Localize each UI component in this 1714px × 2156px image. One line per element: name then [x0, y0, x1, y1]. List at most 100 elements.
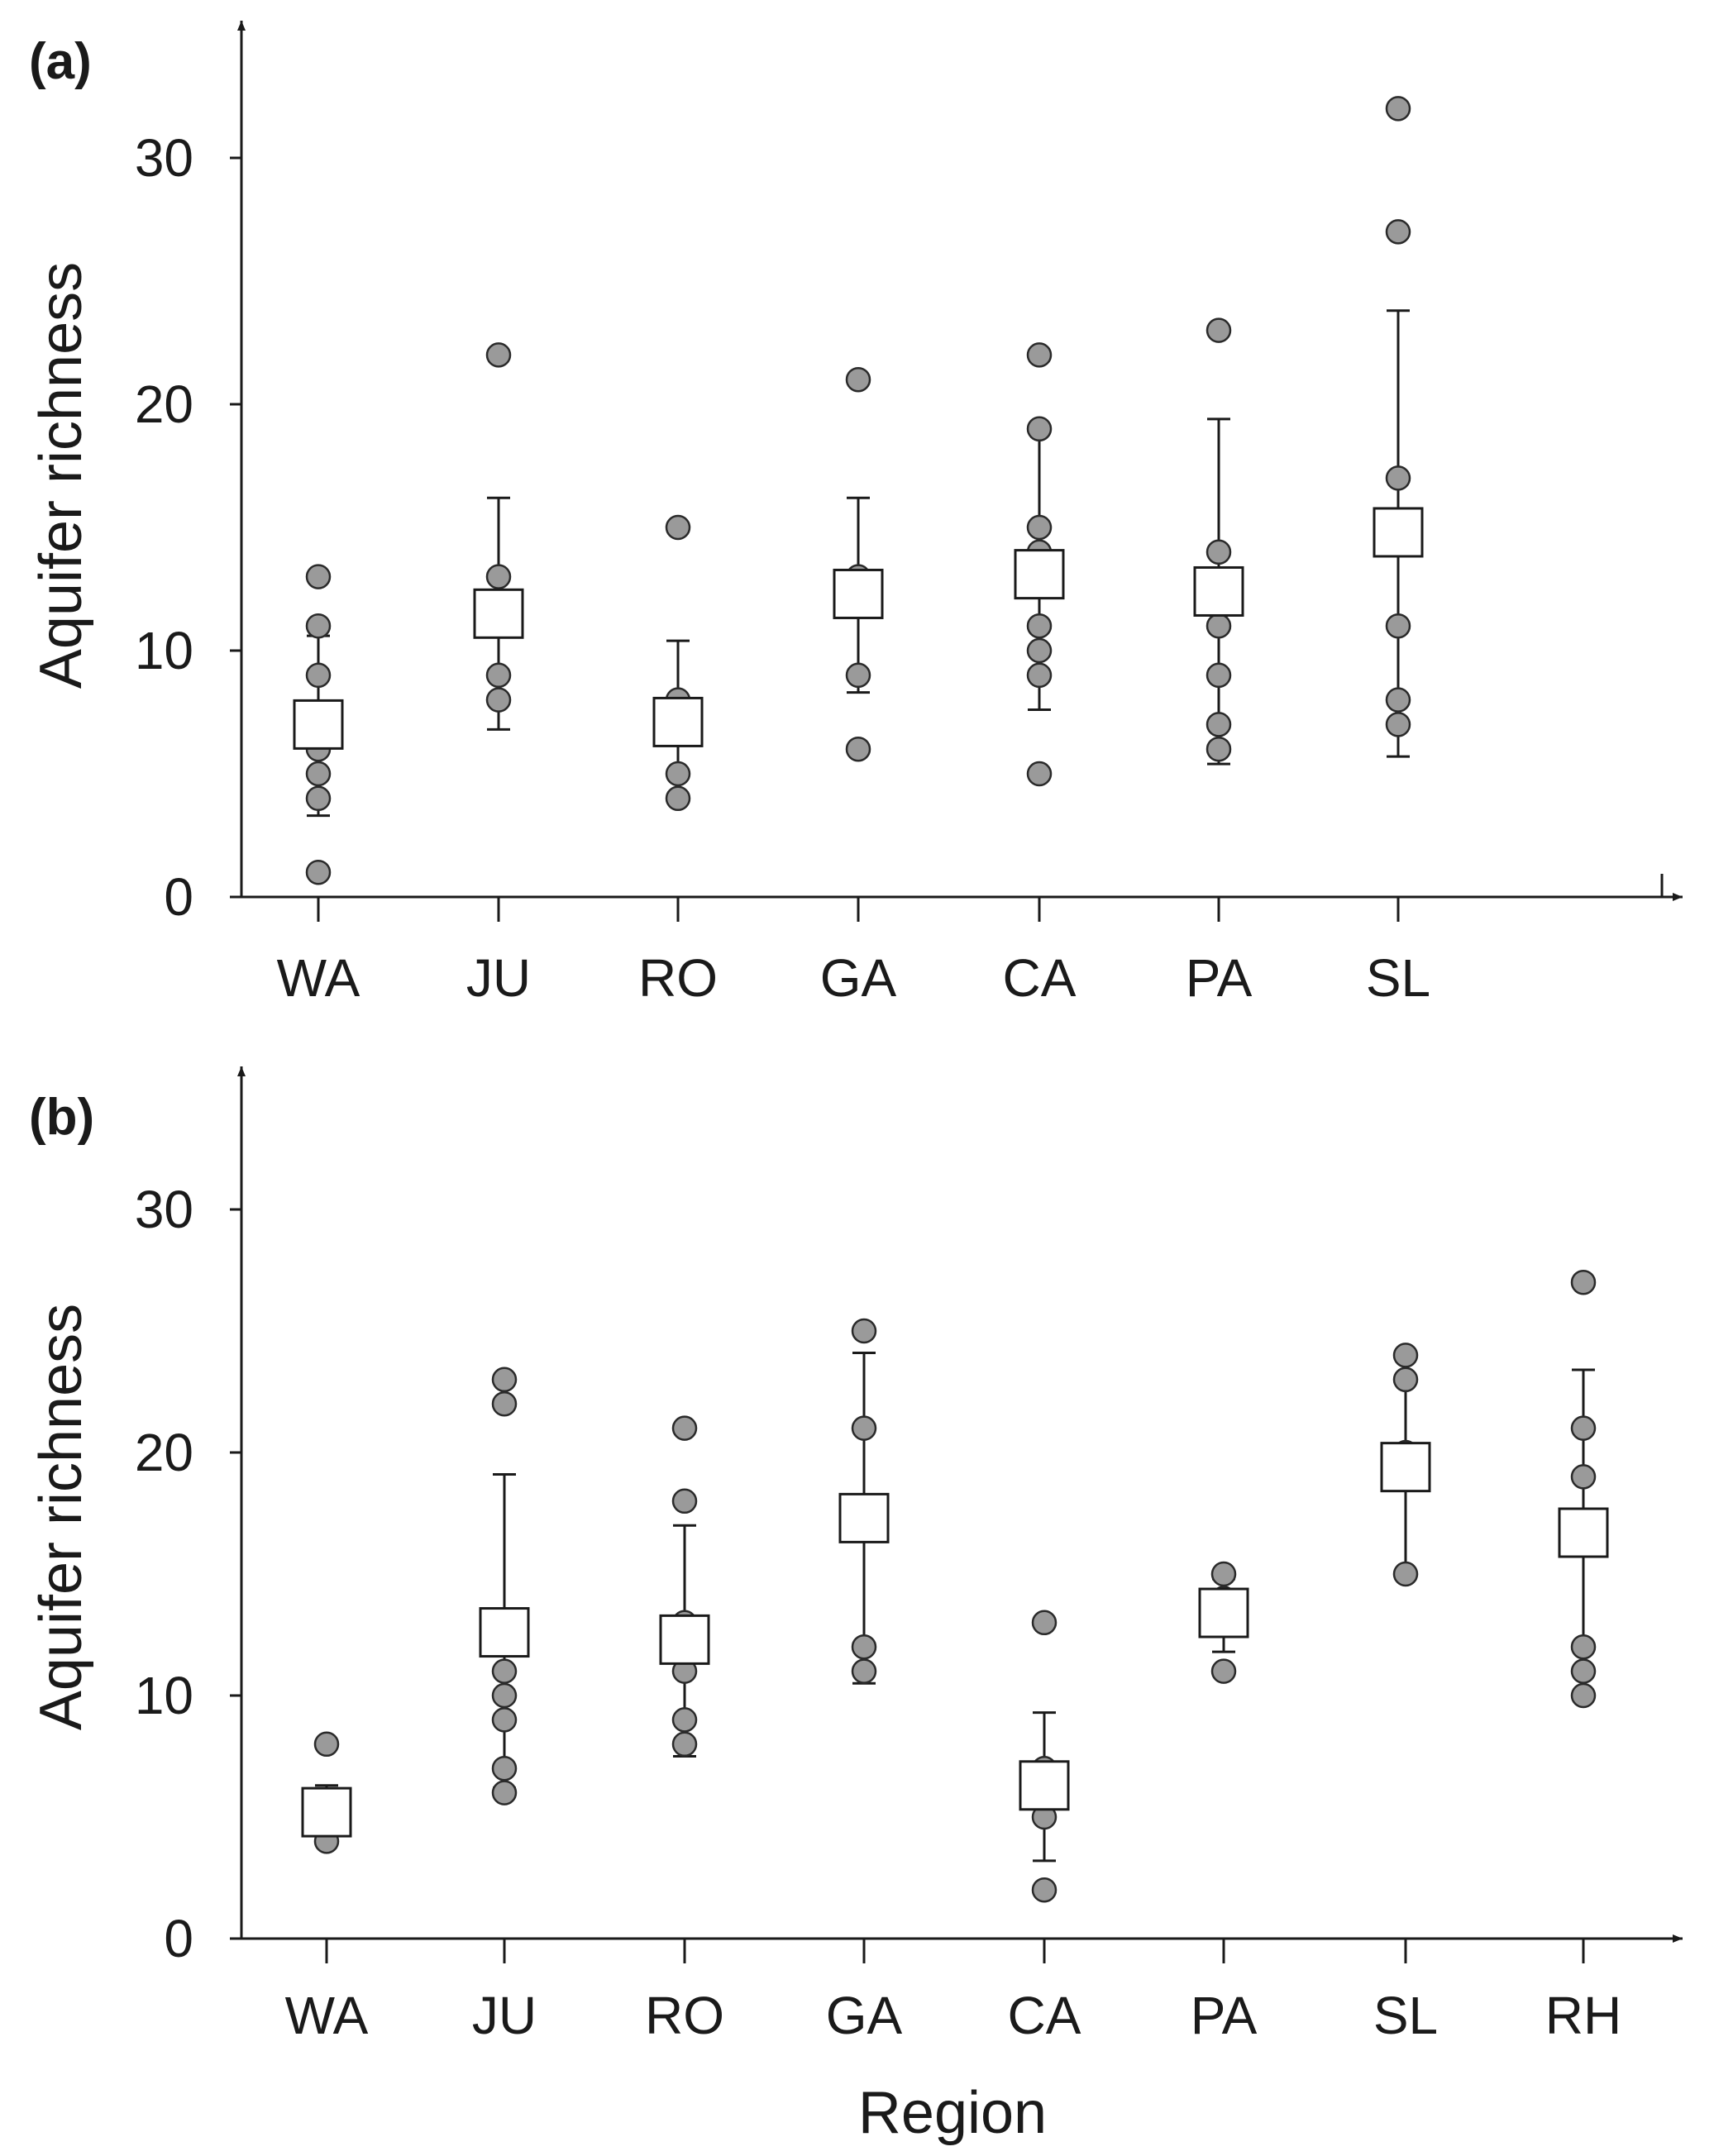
panel-b-category-label: PA: [1191, 1986, 1258, 2045]
panel-b-data-point: [851, 1658, 877, 1684]
panel-a-data-point: [1206, 712, 1232, 737]
panel-b-y-tick-label: 0: [164, 1909, 193, 1968]
panel-b-category-label: GA: [826, 1986, 903, 2045]
panel-b-category-label: RO: [645, 1986, 724, 2045]
panel-b: (b) Aquifer richness Region 0 10 20 30 WA JU R…: [28, 1066, 1683, 2146]
panel-b-data-point: [671, 1415, 698, 1441]
panel-b-y-tick-label: 20: [135, 1423, 193, 1482]
panel-a-category-label: RO: [638, 948, 718, 1008]
panel-a-data-point: [485, 564, 512, 589]
panel-b-points: [313, 1269, 1597, 1903]
panel-b-mean-marker: [1380, 1442, 1431, 1493]
panel-a-points: [305, 96, 1411, 885]
panel-a-data-point: [1385, 613, 1411, 639]
panel-a-data-point: [1026, 637, 1053, 664]
panel-b-data-point: [1570, 1415, 1597, 1441]
panel-a-axes: 0 10 20 30 WA JU RO GA CA PA SL: [135, 21, 1683, 1008]
panel-a-data-point: [1385, 465, 1411, 491]
panel-a-y-tick-label: 0: [164, 867, 193, 927]
panel-a-data-point: [305, 662, 332, 689]
panel-a-category-label: SL: [1366, 948, 1430, 1008]
panel-a-data-point: [1026, 613, 1053, 639]
panel-a-means: [293, 507, 1424, 750]
panel-b-data-point: [1570, 1658, 1597, 1684]
panel-b-data-point: [1210, 1658, 1237, 1684]
panel-b-data-point: [1570, 1269, 1597, 1295]
panel-b-data-point: [1392, 1343, 1419, 1368]
panel-b-category-label: JU: [472, 1986, 537, 2045]
panel-b-data-point: [491, 1390, 518, 1417]
panel-b-mean-marker: [301, 1786, 352, 1838]
panel-b-data-point: [491, 1755, 518, 1782]
panel-a-data-point: [665, 514, 691, 541]
panel-a-data-point: [305, 613, 332, 639]
panel-b-x-axis-title: Region: [858, 2080, 1047, 2146]
panel-b-data-point: [851, 1318, 877, 1344]
panel-a-data-point: [665, 785, 691, 812]
panel-a-data-point: [305, 564, 332, 589]
panel-b-label: (b): [29, 1089, 94, 1146]
panel-a-data-point: [845, 736, 871, 762]
panel-b-category-label: CA: [1008, 1986, 1081, 2045]
panel-a-data-point: [1206, 613, 1232, 639]
panel-a-x-axis-arrow: [1673, 893, 1683, 901]
panel-a-category-label: GA: [820, 948, 897, 1008]
panel-a-data-point: [1026, 342, 1053, 368]
panel-a-category-label: JU: [466, 948, 531, 1008]
panel-b-mean-marker: [1198, 1587, 1249, 1638]
panel-a-data-point: [1206, 539, 1232, 565]
panel-a-y-tick-label: 20: [135, 374, 193, 434]
panel-a-data-point: [1385, 687, 1411, 713]
panel-b-data-point: [491, 1658, 518, 1684]
panel-a-mean-marker: [1373, 507, 1424, 558]
panel-b-data-point: [491, 1367, 518, 1393]
panel-b-data-point: [491, 1780, 518, 1805]
panel-b-category-label: SL: [1373, 1986, 1438, 2045]
panel-a-data-point: [305, 859, 332, 885]
panel-b-mean-marker: [479, 1607, 530, 1658]
panel-b-y-axis-arrow: [237, 1066, 246, 1076]
panel-b-data-point: [671, 1488, 698, 1514]
panel-a-data-point: [1385, 219, 1411, 245]
panel-a-data-point: [1026, 662, 1053, 689]
panel-b-category-label: RH: [1545, 1986, 1621, 2045]
panel-a-data-point: [1206, 662, 1232, 689]
panel-b-data-point: [851, 1634, 877, 1660]
panel-b-y-tick-label: 30: [135, 1180, 193, 1239]
panel-a: (a) Aquifer richness 0 10 20 30 WA JU RO GA CA PA…: [28, 21, 1683, 1008]
panel-b-data-point: [313, 1731, 340, 1758]
panel-b-y-axis-title: Aquifer richness: [28, 1304, 94, 1730]
panel-a-data-point: [845, 366, 871, 393]
panel-b-data-point: [1031, 1610, 1058, 1636]
panel-b-data-point: [491, 1707, 518, 1733]
panel-b-mean-marker: [659, 1614, 710, 1665]
panel-a-y-axis-title: Aquifer richness: [28, 262, 94, 689]
panel-b-data-point: [851, 1415, 877, 1441]
panel-b-mean-marker: [838, 1492, 890, 1543]
panel-a-mean-marker: [1014, 549, 1065, 600]
panel-b-mean-marker: [1558, 1507, 1609, 1558]
panel-a-mean-marker: [833, 568, 884, 619]
panel-a-category-label: WA: [277, 948, 360, 1008]
panel-b-data-point: [1031, 1877, 1058, 1903]
panel-a-category-label: PA: [1186, 948, 1253, 1008]
panel-a-data-point: [1206, 736, 1232, 762]
panel-b-data-point: [1570, 1682, 1597, 1709]
panel-b-data-point: [1570, 1464, 1597, 1490]
panel-b-mean-marker: [1019, 1760, 1070, 1811]
panel-b-category-label: WA: [285, 1986, 369, 2045]
panel-b-data-point: [1570, 1634, 1597, 1660]
panel-a-data-point: [1026, 514, 1053, 541]
panel-a-category-label: CA: [1003, 948, 1077, 1008]
panel-b-data-point: [671, 1707, 698, 1733]
panel-a-mean-marker: [473, 588, 524, 639]
panel-b-y-tick-label: 10: [135, 1666, 193, 1725]
panel-a-data-point: [1385, 96, 1411, 122]
panel-a-data-point: [1206, 317, 1232, 343]
panel-a-data-point: [1026, 416, 1053, 442]
panel-a-data-point: [1026, 761, 1053, 787]
panel-a-mean-marker: [293, 699, 344, 750]
panel-a-data-point: [305, 785, 332, 812]
panel-a-data-point: [485, 662, 512, 689]
panel-a-y-tick-label: 30: [135, 128, 193, 188]
